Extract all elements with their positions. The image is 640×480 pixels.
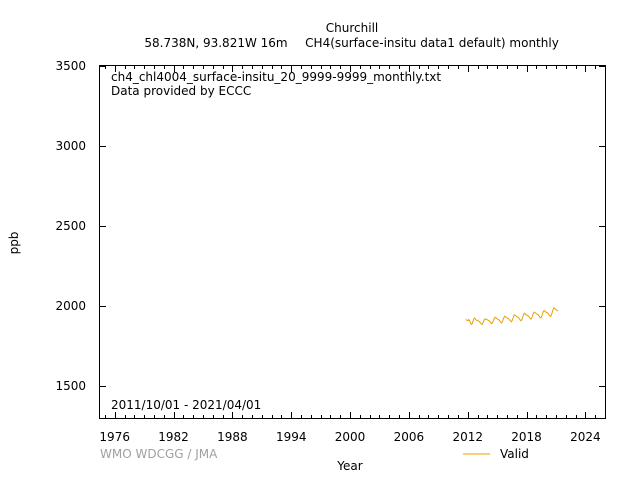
y-tick-label: 2500 <box>55 219 86 233</box>
y-axis-label: ppb <box>7 232 21 255</box>
x-axis-minor-ticks <box>105 66 606 418</box>
x-tick-label: 1982 <box>158 430 189 444</box>
y-axis-ticks: 1500 2000 2500 3000 3500 <box>55 59 605 393</box>
y-tick-label: 2000 <box>55 299 86 313</box>
provider-annotation: Data provided by ECCC <box>111 84 251 98</box>
x-tick-label: 2012 <box>452 430 483 444</box>
x-tick-label: 1994 <box>276 430 307 444</box>
watermark: WMO WDCGG / JMA <box>100 447 218 461</box>
x-tick-label: 2024 <box>570 430 601 444</box>
plot-frame <box>99 65 606 419</box>
chart-title-location: 58.738N, 93.821W 16m <box>144 36 287 50</box>
y-tick-label: 3000 <box>55 139 86 153</box>
y-tick-label: 3500 <box>55 59 86 73</box>
chart-title-station: Churchill <box>326 21 378 35</box>
y-tick-label: 1500 <box>55 379 86 393</box>
x-axis-label: Year <box>336 459 362 473</box>
x-tick-label: 2000 <box>335 430 366 444</box>
chart-title-parameter: CH4(surface-insitu data1 default) monthl… <box>305 36 559 50</box>
series-line-valid <box>465 307 559 326</box>
series-layer <box>465 307 559 326</box>
date-range-annotation: 2011/10/01 - 2021/04/01 <box>111 398 261 412</box>
x-tick-label: 1988 <box>217 430 248 444</box>
x-axis-ticks: 1976 1982 1988 1994 2000 2006 2012 2018 2024 <box>99 66 601 444</box>
x-tick-label: 2018 <box>511 430 542 444</box>
file-name-annotation: ch4_chl4004_surface-insitu_20_9999-9999_… <box>111 70 441 84</box>
legend-valid-label: Valid <box>500 447 529 461</box>
x-tick-label: 1976 <box>99 430 130 444</box>
x-tick-label: 2006 <box>394 430 425 444</box>
